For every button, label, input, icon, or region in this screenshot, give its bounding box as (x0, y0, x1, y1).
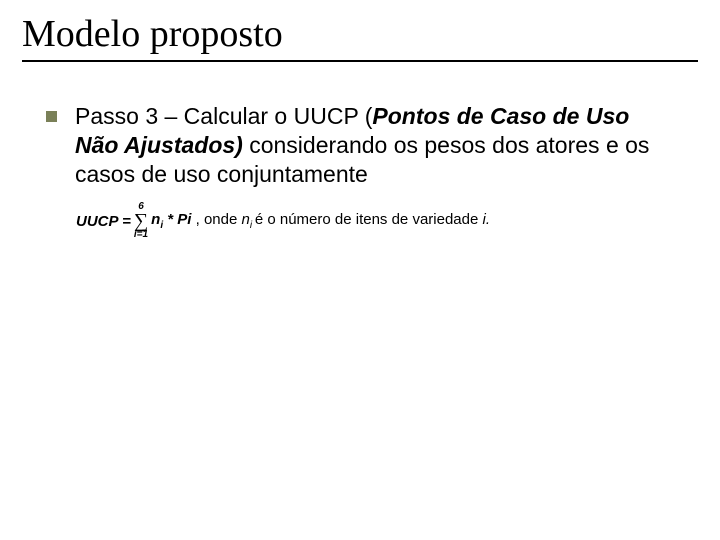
term-tail: é o número de itens de variedade (255, 211, 483, 228)
slide: Modelo proposto Passo 3 – Calcular o UUC… (0, 0, 720, 540)
term-star: * (163, 211, 177, 228)
term-n: n (151, 211, 160, 228)
slide-title: Modelo proposto (22, 12, 698, 56)
formula-term-block: ni * Pi , onde ni é o número de itens de… (151, 211, 490, 231)
formula: UUCP = 6 ∑ i=1 ni * Pi , onde ni é o núm… (76, 202, 678, 240)
sigma-bot: i=1 (134, 230, 148, 240)
sigma-icon: ∑ (134, 212, 148, 230)
term-n2: n (242, 211, 250, 228)
bullet-row: Passo 3 – Calcular o UUCP (Pontos de Cas… (46, 102, 678, 188)
sigma-wrap: 6 ∑ i=1 (134, 202, 148, 240)
term-p: Pi (177, 211, 195, 228)
title-block: Modelo proposto (22, 12, 698, 62)
bullet-text: Passo 3 – Calcular o UUCP (Pontos de Cas… (75, 102, 678, 188)
term-onde: , onde (196, 211, 242, 228)
formula-lead: UUCP = (76, 213, 131, 230)
body: Passo 3 – Calcular o UUCP (Pontos de Cas… (22, 102, 698, 240)
bullet-text-pre: Passo 3 – Calcular o UUCP ( (75, 103, 372, 129)
term-ivar: i. (483, 211, 491, 228)
bullet-icon (46, 111, 57, 122)
